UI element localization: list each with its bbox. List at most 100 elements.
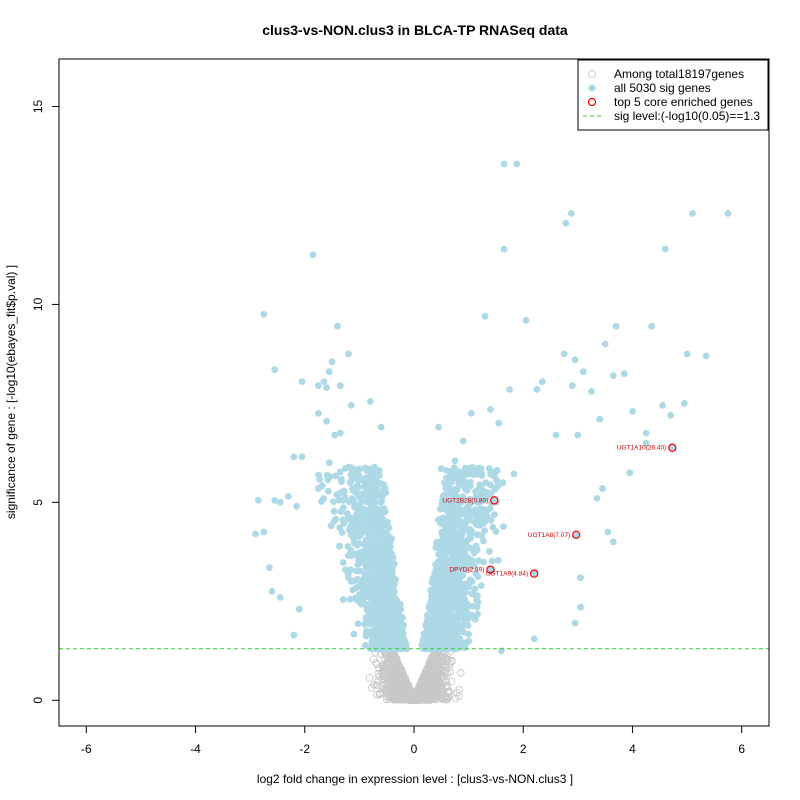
sig-point xyxy=(380,486,388,494)
sig-point xyxy=(377,623,385,631)
nonsig-point xyxy=(388,672,397,681)
sig-point xyxy=(391,580,398,588)
sig-point xyxy=(325,368,333,376)
sig-point xyxy=(368,584,376,592)
sig-point xyxy=(471,548,478,556)
sig-point xyxy=(481,527,488,534)
sig-point xyxy=(452,645,460,652)
sig-point xyxy=(391,560,398,568)
sig-point xyxy=(385,524,393,532)
nonsig-point xyxy=(419,683,427,692)
sig-point xyxy=(473,531,481,539)
legend: Among total18197genes all 5030 sig genes… xyxy=(577,59,769,131)
sig-point xyxy=(379,594,387,601)
legend-sig-marker xyxy=(588,84,596,92)
sig-point xyxy=(435,629,443,637)
sig-point xyxy=(343,510,351,518)
nonsig-point xyxy=(380,654,389,663)
sig-point xyxy=(601,340,609,348)
sig-point xyxy=(326,473,334,481)
sig-point xyxy=(315,471,322,479)
sig-point xyxy=(453,621,460,628)
x-tick-label: -4 xyxy=(190,742,201,756)
sig-point xyxy=(285,493,292,500)
nonsig-point xyxy=(433,694,441,702)
sig-point xyxy=(487,490,495,497)
sig-point xyxy=(365,530,373,538)
sig-point xyxy=(338,475,345,483)
sig-point xyxy=(332,472,340,480)
sig-point xyxy=(467,479,474,486)
sig-point xyxy=(356,591,363,599)
sig-point xyxy=(441,555,449,562)
sig-point xyxy=(429,599,436,606)
sig-point xyxy=(353,567,361,575)
sig-point xyxy=(467,559,474,567)
core-gene-label: UGT1A8(7.07) xyxy=(528,532,570,539)
sig-point xyxy=(371,463,378,471)
nonsig-point xyxy=(407,688,416,697)
sig-point xyxy=(459,642,467,649)
sig-point xyxy=(254,497,262,504)
y-axis-label: significance of gene : [-log10(ebayes_fi… xyxy=(4,265,18,519)
sig-point xyxy=(397,644,405,652)
sig-point xyxy=(360,585,368,593)
nonsig-point xyxy=(426,657,434,666)
sig-point xyxy=(477,582,485,589)
sig-point xyxy=(340,488,348,496)
sig-point xyxy=(437,618,445,626)
sig-point xyxy=(434,573,442,581)
sig-point xyxy=(488,557,496,565)
nonsig-point xyxy=(400,684,409,692)
sig-point xyxy=(560,350,568,358)
nonsig-point xyxy=(444,688,453,697)
sig-point xyxy=(500,523,507,530)
sig-point xyxy=(383,563,391,570)
sig-point xyxy=(459,528,467,536)
sig-point xyxy=(443,582,450,590)
sig-point xyxy=(442,548,450,555)
sig-point xyxy=(350,630,358,638)
sig-point xyxy=(609,372,617,380)
sig-point xyxy=(435,423,442,431)
sig-point xyxy=(477,465,485,473)
sig-point xyxy=(642,439,650,447)
nonsig-point xyxy=(431,689,439,698)
sig-point xyxy=(442,537,450,545)
sig-point xyxy=(442,614,450,622)
sig-point xyxy=(530,635,538,643)
legend-core-label: top 5 core enriched genes xyxy=(614,95,753,109)
legend-nonsig-label: Among total18197genes xyxy=(614,67,744,81)
sig-point xyxy=(473,596,480,604)
nonsig-point xyxy=(429,685,438,694)
sig-point xyxy=(355,598,363,605)
sig-point xyxy=(365,537,373,545)
sig-point xyxy=(427,633,434,641)
nonsig-point xyxy=(422,683,431,691)
sig-point xyxy=(355,484,363,491)
sig-point xyxy=(441,569,449,577)
sig-point xyxy=(680,400,688,407)
x-tick-label: 6 xyxy=(738,742,745,756)
sig-point xyxy=(464,471,471,478)
x-axis-label: log2 fold change in expression level : [… xyxy=(257,772,573,786)
sig-point xyxy=(348,552,355,559)
sig-point xyxy=(499,479,507,487)
sig-point xyxy=(357,475,364,483)
sig-point xyxy=(444,478,452,486)
sig-point xyxy=(481,312,489,320)
sig-point xyxy=(510,470,518,478)
sig-point xyxy=(451,529,458,536)
sig-point xyxy=(276,594,284,601)
sig-point xyxy=(373,560,381,568)
sig-point xyxy=(365,593,372,601)
sig-point xyxy=(357,531,364,539)
sig-point xyxy=(336,382,344,389)
sig-point xyxy=(271,497,279,504)
sig-point xyxy=(620,370,628,378)
sig-point xyxy=(642,429,650,437)
sig-point xyxy=(367,500,375,507)
sig-point xyxy=(492,528,500,535)
legend-threshold-label: sig level:(-log10(0.05)==1.3 xyxy=(614,109,760,123)
